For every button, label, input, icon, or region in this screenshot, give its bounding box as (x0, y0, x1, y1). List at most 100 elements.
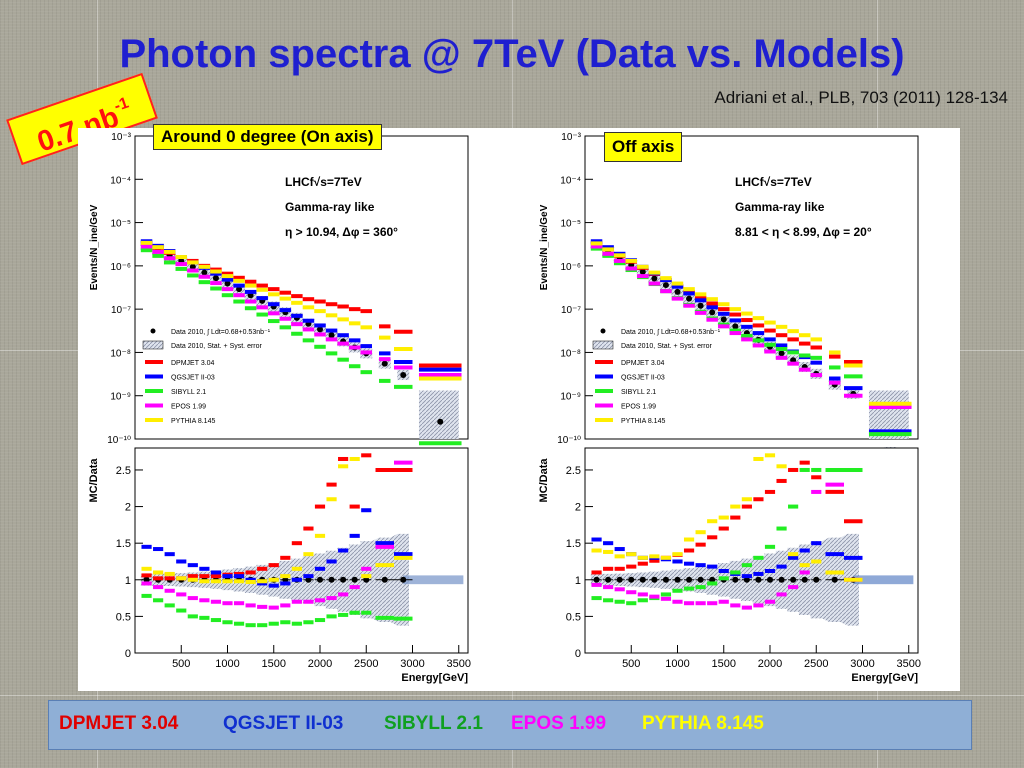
lower-ytick-label: 2.5 (116, 465, 131, 477)
legend-data-marker (600, 328, 606, 334)
lower-xlabel: Energy[GeV] (401, 672, 468, 684)
lower-data-point (778, 576, 785, 583)
upper-sel-label: Gamma-ray like (285, 200, 375, 214)
upper-ylabel: Events/N_ine/GeV (89, 204, 100, 290)
lower-xtick-label: 3500 (897, 658, 921, 670)
lower-xtick-label: 1000 (665, 658, 689, 670)
legend-pythia: PYTHIA 8.145 (642, 713, 764, 734)
lower-ytick-label: 2 (125, 502, 131, 514)
on-axis-label: Around 0 degree (On axis) (153, 124, 382, 150)
legend-data-marker (150, 328, 156, 334)
lower-data-point (674, 576, 681, 583)
lower-data-point (317, 576, 323, 583)
lower-frame (584, 447, 919, 654)
upper-data-point (189, 263, 196, 270)
legend-model-text: QGSJET II-03 (171, 375, 215, 382)
legend-model-text: QGSJET II-03 (621, 375, 665, 382)
lower-data-point (400, 576, 407, 583)
lower-data-point (732, 576, 739, 583)
upper-data-point (720, 316, 727, 323)
lower-xtick-label: 3000 (400, 658, 424, 670)
upper-ytick-label: 10⁻¹⁰ (557, 435, 581, 446)
legend-model-text: EPOS 1.99 (621, 404, 656, 411)
upper-data-point (778, 350, 785, 357)
lower-ytick-label: 1.5 (566, 538, 581, 550)
lower-data-point (143, 576, 150, 583)
bg-gridline (0, 695, 1024, 696)
upper-data-point (651, 275, 658, 282)
lower-xtick-label: 3500 (447, 658, 471, 670)
upper-ytick-label: 10⁻¹⁰ (107, 435, 131, 446)
lower-data-point (790, 576, 797, 583)
lower-ytick-label: 1.5 (116, 538, 131, 550)
lower-data-point (801, 576, 808, 583)
legend-data-text: Data 2010, ∫ Ldt=0.68+0.53nb⁻¹ (621, 329, 721, 336)
upper-sel-label: Gamma-ray like (735, 200, 825, 214)
lower-data-point (351, 576, 358, 583)
upper-data-point (732, 323, 739, 330)
upper-data-point (686, 295, 693, 302)
legend-err-marker (142, 340, 164, 350)
lower-xtick-label: 2000 (308, 658, 332, 670)
upper-ytick-label: 10⁻⁶ (110, 262, 131, 273)
upper-exp-label: LHCf√s=7TeV (285, 175, 362, 189)
lower-ytick-label: 2.5 (566, 465, 581, 477)
lower-data-point (593, 576, 600, 583)
upper-data-point (400, 372, 407, 379)
off-axis-label: Off axis (604, 132, 683, 162)
upper-ytick-label: 10⁻⁸ (560, 348, 581, 359)
upper-ytick-label: 10⁻⁴ (110, 175, 131, 186)
upper-data-point (201, 269, 208, 276)
upper-data-point (662, 282, 669, 289)
lower-xtick-label: 500 (172, 658, 190, 670)
upper-data-point (437, 418, 444, 425)
lower-data-point (340, 576, 347, 583)
legend-dpmjet: DPMJET 3.04 (59, 713, 179, 734)
lower-xtick-label: 1000 (215, 658, 239, 670)
lower-ylabel: MC/Data (88, 458, 100, 503)
upper-cut-label: 8.81 < η < 8.99, Δφ = 20° (735, 225, 872, 239)
lower-xlabel: Energy[GeV] (851, 672, 918, 684)
lower-ytick-label: 0 (575, 648, 581, 660)
lower-data-point (605, 576, 612, 583)
upper-syst-band (418, 390, 459, 439)
lower-data-point (686, 576, 693, 583)
legend-model-text: DPMJET 3.04 (171, 360, 215, 367)
chart-svg: 10⁻³ 10⁻⁴ 10⁻⁵ 10⁻⁶ 10⁻⁷ 10⁻⁸ 10⁻⁹ 10⁻¹⁰ LHCf√s=… (88, 132, 921, 684)
lower-stat-band (403, 575, 464, 585)
lower-data-point (743, 576, 750, 583)
upper-ytick-label: 10⁻³ (111, 132, 131, 143)
upper-data-point (328, 332, 335, 339)
legend-sibyll: SIBYLL 2.1 (384, 713, 483, 734)
upper-ytick-label: 10⁻⁷ (561, 305, 581, 316)
lower-xtick-label: 500 (622, 658, 640, 670)
lower-data-point (831, 576, 838, 583)
model-legend-bar: DPMJET 3.04 QGSJET II-03 SIBYLL 2.1 EPOS… (48, 700, 972, 750)
upper-data-point (639, 268, 646, 275)
lower-data-point (767, 576, 773, 583)
lower-data-point (755, 576, 762, 583)
upper-ylabel: Events/N_ine/GeV (539, 204, 550, 290)
lower-xtick-label: 3000 (850, 658, 874, 670)
upper-ytick-label: 10⁻⁵ (110, 219, 131, 230)
lower-data-point (616, 576, 623, 583)
upper-exp-label: LHCf√s=7TeV (735, 175, 812, 189)
citation: Adriani et al., PLB, 703 (2011) 128-134 (714, 88, 1008, 107)
upper-data-point (212, 275, 219, 282)
upper-data-point (236, 286, 243, 293)
lower-data-point (328, 576, 335, 583)
lower-data-point (639, 576, 646, 583)
legend-model-text: PYTHIA 8.145 (621, 418, 665, 425)
lower-xtick-label: 1500 (712, 658, 736, 670)
lower-ytick-label: 1 (575, 575, 581, 587)
upper-ytick-label: 10⁻⁶ (560, 262, 581, 273)
lower-data-point (305, 576, 312, 583)
plot-panel: 10⁻³ 10⁻⁴ 10⁻⁵ 10⁻⁶ 10⁻⁷ 10⁻⁸ 10⁻⁹ 10⁻¹⁰ LHCf√s=… (78, 128, 960, 691)
lower-ytick-label: 0.5 (116, 611, 131, 623)
legend-qgsjet: QGSJET II-03 (223, 713, 344, 734)
lower-xtick-label: 2500 (804, 658, 828, 670)
upper-ytick-label: 10⁻⁹ (110, 392, 131, 403)
lower-ytick-label: 2 (575, 502, 581, 514)
lower-ylabel: MC/Data (538, 458, 550, 503)
legend-model-text: SIBYLL 2.1 (621, 389, 656, 396)
